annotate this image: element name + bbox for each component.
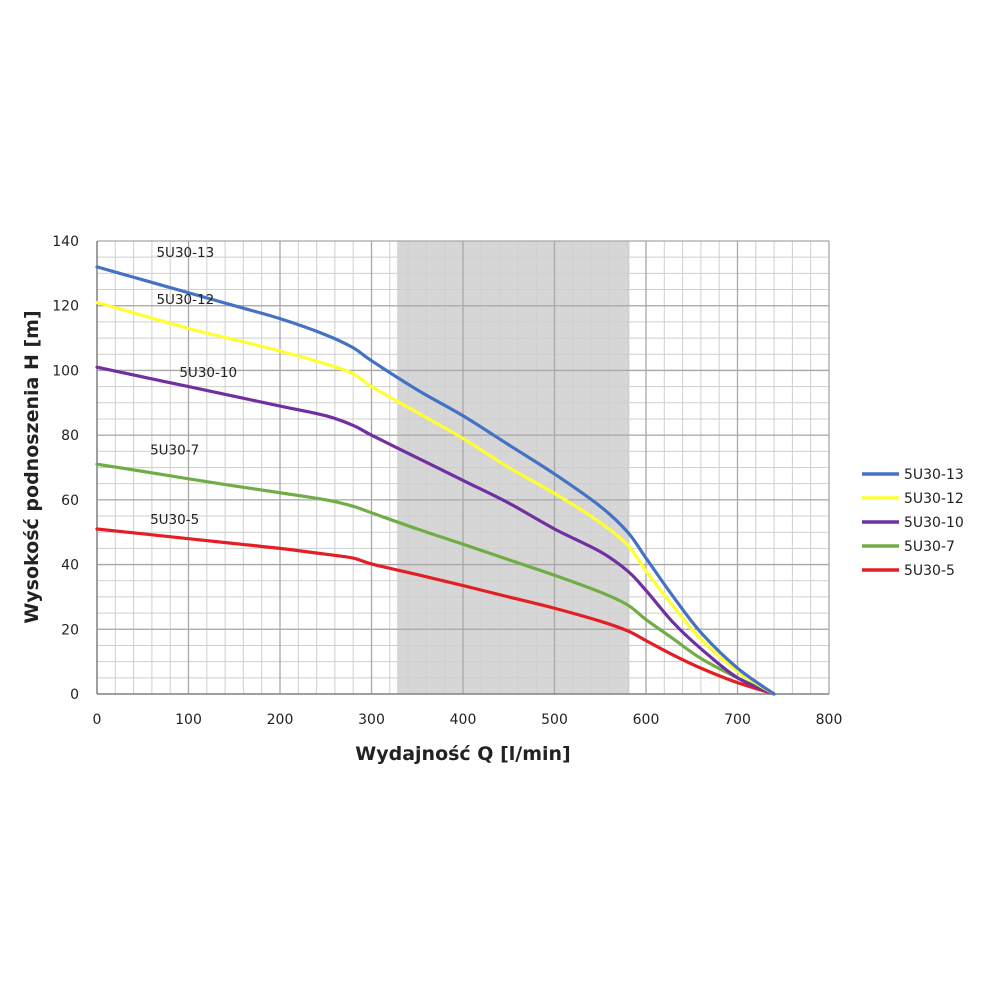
legend-label-5u30-12: 5U30-12: [904, 491, 964, 507]
legend-label-5u30-7: 5U30-7: [904, 539, 955, 555]
y-axis-tick-labels: 0 20 40 60 80 100 120 140: [52, 234, 79, 703]
legend-label-5u30-10: 5U30-10: [904, 515, 964, 531]
curve-label-5u30-13: 5U30-13: [156, 245, 214, 261]
y-tick-label: 80: [61, 428, 79, 444]
series-curve-labels: 5U30-13 5U30-12 5U30-10 5U30-7 5U30-5: [150, 245, 237, 528]
x-tick-label: 700: [724, 712, 751, 728]
series-line-5u30-7: [95, 462, 776, 696]
curve-label-5u30-5: 5U30-5: [150, 512, 199, 528]
y-tick-label: 100: [52, 363, 79, 379]
x-tick-label: 200: [267, 712, 294, 728]
series-line-5u30-10: [95, 365, 776, 696]
legend-label-5u30-13: 5U30-13: [904, 467, 964, 483]
y-tick-label: 40: [61, 558, 79, 574]
x-tick-label: 0: [93, 712, 102, 728]
series-line-5u30-5: [95, 527, 776, 696]
series-line-5u30-13: [95, 265, 776, 696]
x-axis-tick-labels: 0 100 200 300 400 500 600 700 800: [93, 712, 843, 728]
curve-label-5u30-10: 5U30-10: [179, 365, 237, 381]
axes: [96, 241, 829, 695]
legend-label-5u30-5: 5U30-5: [904, 563, 955, 579]
series-line-5u30-12: [95, 300, 776, 696]
curve-label-5u30-7: 5U30-7: [150, 443, 199, 459]
curve-label-5u30-12: 5U30-12: [156, 292, 214, 308]
y-tick-label: 140: [52, 234, 79, 250]
x-tick-label: 600: [633, 712, 660, 728]
x-axis-title: Wydajność Q [l/min]: [355, 743, 570, 765]
x-tick-label: 100: [175, 712, 202, 728]
y-tick-label: 0: [70, 687, 79, 703]
y-tick-label: 60: [61, 493, 79, 509]
x-tick-label: 800: [816, 712, 843, 728]
y-tick-label: 120: [52, 299, 79, 315]
series-lines: [95, 265, 776, 696]
x-tick-label: 500: [541, 712, 568, 728]
y-axis-title: Wysokość podnoszenia H [m]: [21, 310, 43, 623]
x-tick-label: 300: [358, 712, 385, 728]
x-tick-label: 400: [450, 712, 477, 728]
legend: 5U30-13 5U30-12 5U30-10 5U30-7 5U30-5: [862, 467, 964, 579]
y-tick-label: 20: [61, 622, 79, 638]
